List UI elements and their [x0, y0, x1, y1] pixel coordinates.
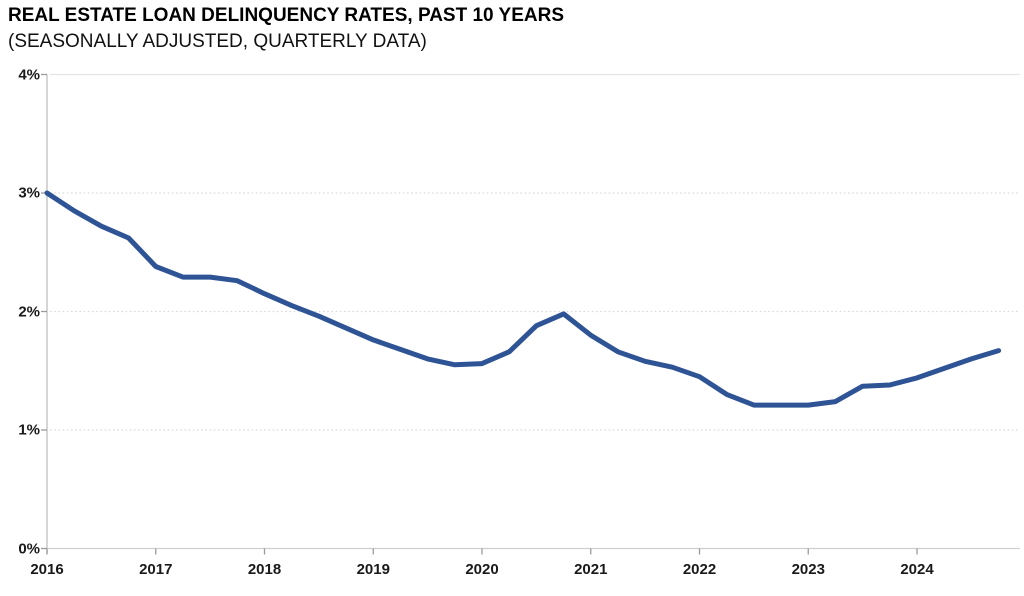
y-axis-label: 1% — [18, 421, 40, 439]
x-axis-label: 2024 — [900, 561, 934, 578]
chart-subtitle: (SEASONALLY ADJUSTED, QUARTERLY DATA) — [8, 31, 427, 52]
x-axis-label: 2019 — [356, 561, 390, 578]
axes — [46, 74, 1020, 554]
x-axis-label: 2020 — [465, 561, 499, 578]
y-axis-label: 0% — [18, 540, 40, 557]
x-axis-label: 2023 — [791, 561, 825, 578]
delinquency-rate-line — [44, 190, 1002, 408]
x-axis-label: 2016 — [30, 561, 64, 578]
y-axis-label: 2% — [18, 303, 40, 320]
axis-ticks — [41, 73, 918, 555]
x-axis-label: 2022 — [682, 561, 717, 578]
x-axis-label: 2018 — [247, 561, 282, 578]
x-axis-label: 2017 — [139, 561, 173, 578]
y-axis-label: 4% — [18, 66, 40, 83]
horizontal-gridlines — [50, 73, 1020, 431]
chart-title: REAL ESTATE LOAN DELINQUENCY RATES, PAST… — [8, 5, 565, 26]
y-axis-label: 3% — [18, 184, 40, 202]
x-axis-label: 2021 — [574, 561, 608, 578]
